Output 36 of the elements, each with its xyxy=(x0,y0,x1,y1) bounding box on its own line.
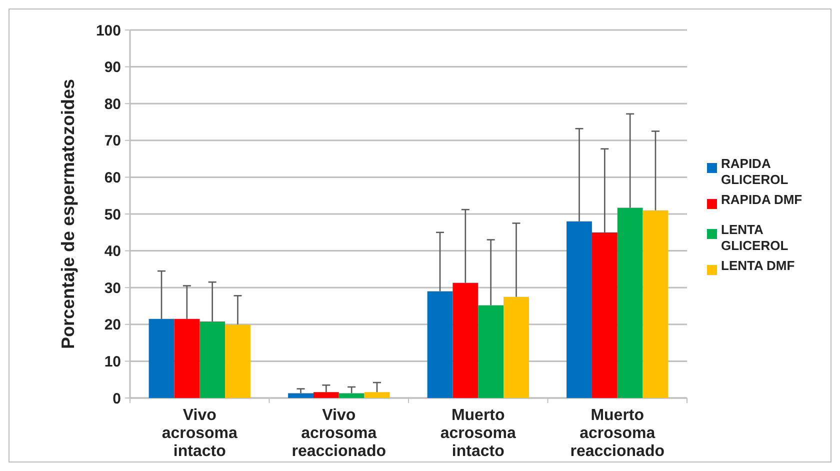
bar xyxy=(364,392,390,398)
bar xyxy=(288,393,314,398)
x-tick-label: Vivo acrosoma reaccionado xyxy=(292,407,386,460)
bar xyxy=(427,291,453,398)
bar xyxy=(504,296,529,398)
y-tick-label: 60 xyxy=(104,169,121,186)
y-tick-label: 40 xyxy=(104,243,121,260)
y-tick-label: 30 xyxy=(104,280,121,297)
bar xyxy=(148,318,174,398)
y-tick-label: 50 xyxy=(104,206,121,224)
legend-label: RAPIDA DMF xyxy=(721,192,802,207)
y-axis-title: Porcentaje de espermatozoides xyxy=(58,78,78,350)
bar xyxy=(617,208,643,398)
legend-label: LENTA GLICEROL xyxy=(721,222,788,253)
bar xyxy=(225,324,250,398)
bar xyxy=(566,221,592,398)
y-tick-label: 10 xyxy=(104,353,121,370)
x-tick-label: Muerto acrosoma reaccionado xyxy=(570,407,665,460)
y-tick-label: 100 xyxy=(96,22,121,40)
y-tick-label: 80 xyxy=(104,96,121,113)
bar xyxy=(200,321,226,398)
bar xyxy=(452,282,478,398)
bar xyxy=(174,318,200,398)
bar xyxy=(313,392,339,398)
y-tick-label: 90 xyxy=(104,59,121,76)
y-tick-label: 0 xyxy=(112,390,121,408)
y-tick-label: 70 xyxy=(104,132,121,150)
bar xyxy=(642,210,668,398)
legend-label: RAPIDA GLICEROL xyxy=(721,156,788,187)
bar xyxy=(338,393,364,398)
x-tick-label: Muerto acrosoma intacto xyxy=(440,407,516,460)
legend-label: LENTA DMF xyxy=(721,258,795,273)
bar xyxy=(592,232,618,398)
bar xyxy=(478,305,504,398)
y-tick-label: 20 xyxy=(104,316,121,334)
x-tick-label: Vivo acrosoma intacto xyxy=(162,407,238,460)
